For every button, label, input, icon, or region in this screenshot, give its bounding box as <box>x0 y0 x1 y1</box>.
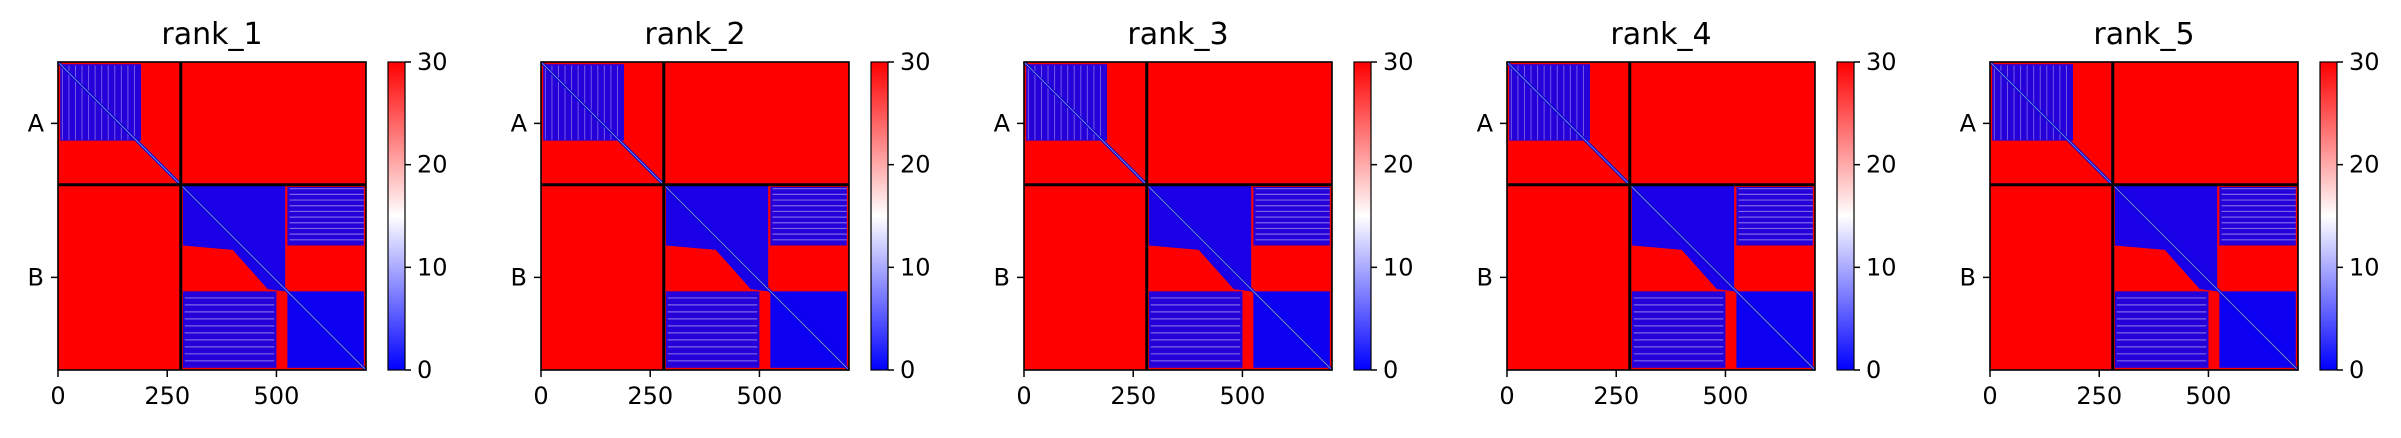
y-tick-label: B <box>1960 263 1976 291</box>
colorbar-tick-label: 20 <box>2349 151 2380 179</box>
x-tick-label: 250 <box>144 382 190 410</box>
colorbar-tick-label: 0 <box>900 356 915 384</box>
colorbar <box>870 61 889 371</box>
y-tick-label: A <box>28 109 45 137</box>
colorbar-tick-label: 20 <box>1866 151 1897 179</box>
y-tick-label: B <box>1477 263 1493 291</box>
y-tick-label: A <box>994 109 1011 137</box>
x-tick-label: 500 <box>2186 382 2232 410</box>
plot-frame <box>1023 61 1333 371</box>
colorbar-tick-label: 0 <box>2349 356 2364 384</box>
pae-panel: rank_3 A B 0 250 500 0 10 20 30 <box>994 17 1414 410</box>
pae-panel: rank_5 A B 0 250 500 0 10 20 30 <box>1960 17 2380 410</box>
plot-frame <box>1989 61 2299 371</box>
colorbar <box>2319 61 2338 371</box>
y-tick-label: A <box>511 109 528 137</box>
colorbar-tick-label: 10 <box>1383 253 1414 281</box>
heatmap-diagonal-highlight <box>1506 61 1816 371</box>
x-tick-label: 0 <box>533 382 548 410</box>
panel-title: rank_4 <box>1610 17 1711 52</box>
panel-title: rank_1 <box>161 17 262 52</box>
colorbar-tick-label: 10 <box>417 253 448 281</box>
heatmap-diagonal-highlight <box>1989 61 2299 371</box>
heatmap-diagonal-highlight <box>540 61 850 371</box>
x-tick-label: 0 <box>1982 382 1997 410</box>
y-tick-label: A <box>1477 109 1494 137</box>
colorbar-tick-label: 10 <box>1866 253 1897 281</box>
colorbar <box>1353 61 1372 371</box>
heatmap-block-b2 <box>2219 186 2296 246</box>
x-tick-label: 0 <box>1016 382 1031 410</box>
colorbar-tick-label: 20 <box>417 151 448 179</box>
colorbar <box>387 61 406 371</box>
heatmap-block-b3 <box>1148 291 1243 368</box>
heatmap-diagonal-highlight <box>57 61 367 371</box>
x-tick-label: 0 <box>50 382 65 410</box>
y-tick-label: B <box>28 263 44 291</box>
x-tick-label: 250 <box>1110 382 1156 410</box>
pae-panel: rank_4 A B 0 250 500 0 10 20 30 <box>1477 17 1897 410</box>
panels-root: rank_1 A B 0 250 500 0 10 20 30 rank_2 A B 0 250 500 0 10… <box>28 17 2380 410</box>
panel-title: rank_5 <box>2093 17 2194 52</box>
heatmap-block-b3 <box>1631 291 1726 368</box>
heatmap-block-b3 <box>665 291 760 368</box>
colorbar-tick-label: 30 <box>900 48 931 76</box>
x-tick-label: 500 <box>1703 382 1749 410</box>
x-tick-label: 0 <box>1499 382 1514 410</box>
x-tick-label: 250 <box>1593 382 1639 410</box>
y-tick-label: B <box>511 263 527 291</box>
colorbar-tick-label: 10 <box>2349 253 2380 281</box>
x-tick-label: 500 <box>1220 382 1266 410</box>
colorbar-tick-label: 30 <box>1383 48 1414 76</box>
colorbar-tick-label: 30 <box>1866 48 1897 76</box>
colorbar-tick-label: 20 <box>1383 151 1414 179</box>
x-tick-label: 250 <box>2076 382 2122 410</box>
heatmap-block-b2 <box>1253 186 1330 246</box>
colorbar-tick-label: 0 <box>1866 356 1881 384</box>
heatmap-block-b3 <box>182 291 277 368</box>
y-tick-label: B <box>994 263 1010 291</box>
pae-panel: rank_1 A B 0 250 500 0 10 20 30 <box>28 17 448 410</box>
colorbar-tick-label: 30 <box>2349 48 2380 76</box>
colorbar-tick-label: 30 <box>417 48 448 76</box>
x-tick-label: 250 <box>627 382 673 410</box>
colorbar-tick-label: 0 <box>417 356 432 384</box>
heatmap-diagonal-highlight <box>1023 61 1333 371</box>
panel-title: rank_2 <box>644 17 745 52</box>
colorbar <box>1836 61 1855 371</box>
plot-frame <box>57 61 367 371</box>
heatmap-block-b2 <box>1736 186 1813 246</box>
x-tick-label: 500 <box>254 382 300 410</box>
y-tick-label: A <box>1960 109 1977 137</box>
pae-panel: rank_2 A B 0 250 500 0 10 20 30 <box>511 17 931 410</box>
colorbar-tick-label: 0 <box>1383 356 1398 384</box>
heatmap-block-b3 <box>2114 291 2209 368</box>
heatmap-block-b2 <box>287 186 364 246</box>
heatmap-block-b2 <box>770 186 847 246</box>
colorbar-tick-label: 20 <box>900 151 931 179</box>
plot-frame <box>1506 61 1816 371</box>
x-tick-label: 500 <box>737 382 783 410</box>
panel-title: rank_3 <box>1127 17 1228 52</box>
colorbar-tick-label: 10 <box>900 253 931 281</box>
plot-frame <box>540 61 850 371</box>
